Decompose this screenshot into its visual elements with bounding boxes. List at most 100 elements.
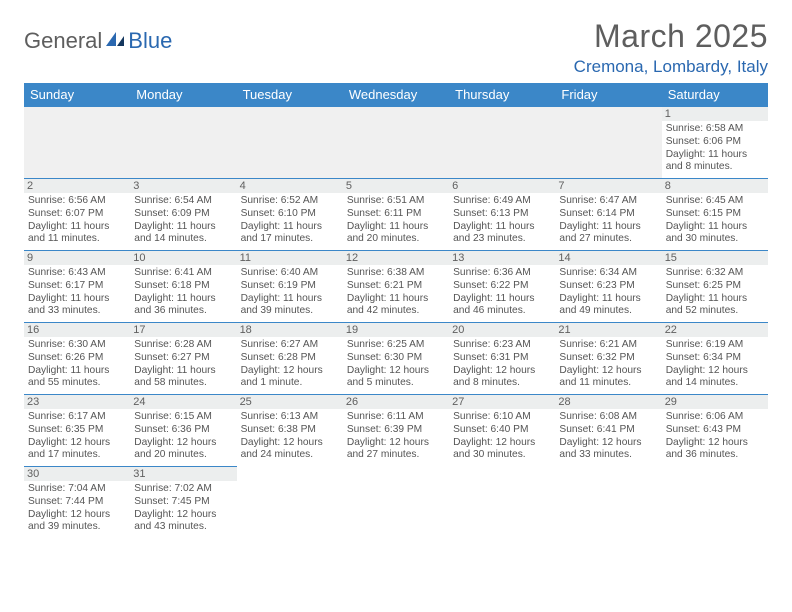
sunrise-text: Sunrise: 6:21 AM — [559, 339, 657, 352]
header: General Blue March 2025 Cremona, Lombard… — [24, 18, 768, 77]
sunset-text: Sunset: 6:19 PM — [241, 280, 339, 293]
calendar-cell: 12Sunrise: 6:38 AMSunset: 6:21 PMDayligh… — [343, 251, 449, 323]
day-info: Sunrise: 6:36 AMSunset: 6:22 PMDaylight:… — [453, 267, 551, 318]
calendar-cell: 10Sunrise: 6:41 AMSunset: 6:18 PMDayligh… — [130, 251, 236, 323]
sunset-text: Sunset: 6:11 PM — [347, 208, 445, 221]
day-number: 22 — [662, 323, 768, 337]
daylight-text: Daylight: 12 hours and 17 minutes. — [28, 437, 126, 463]
sunrise-text: Sunrise: 6:11 AM — [347, 411, 445, 424]
day-info: Sunrise: 6:13 AMSunset: 6:38 PMDaylight:… — [241, 411, 339, 462]
sunset-text: Sunset: 6:34 PM — [666, 352, 764, 365]
sunrise-text: Sunrise: 7:02 AM — [134, 483, 232, 496]
daylight-text: Daylight: 11 hours and 58 minutes. — [134, 365, 232, 391]
day-number: 20 — [449, 323, 555, 337]
daylight-text: Daylight: 11 hours and 8 minutes. — [666, 149, 764, 175]
calendar-cell: 3Sunrise: 6:54 AMSunset: 6:09 PMDaylight… — [130, 179, 236, 251]
calendar-cell: 9 Sunrise: 6:43 AMSunset: 6:17 PMDaylight… — [24, 251, 130, 323]
daylight-text: Daylight: 12 hours and 14 minutes. — [666, 365, 764, 391]
sunrise-text: Sunrise: 6:23 AM — [453, 339, 551, 352]
sunrise-text: Sunrise: 6:15 AM — [134, 411, 232, 424]
calendar-cell: 21Sunrise: 6:21 AMSunset: 6:32 PMDayligh… — [555, 323, 661, 395]
calendar-cell — [24, 107, 130, 179]
calendar-row: 1 Sunrise: 6:58 AMSunset: 6:06 PMDaylight… — [24, 107, 768, 179]
day-info: Sunrise: 6:34 AMSunset: 6:23 PMDaylight:… — [559, 267, 657, 318]
daylight-text: Daylight: 11 hours and 23 minutes. — [453, 221, 551, 247]
day-number: 8 — [662, 179, 768, 193]
sunset-text: Sunset: 6:10 PM — [241, 208, 339, 221]
weekday-header: Saturday — [662, 83, 768, 107]
calendar-cell — [555, 467, 661, 539]
calendar-row: 16Sunrise: 6:30 AMSunset: 6:26 PMDayligh… — [24, 323, 768, 395]
day-number: 27 — [449, 395, 555, 409]
sunset-text: Sunset: 6:27 PM — [134, 352, 232, 365]
calendar-cell — [237, 467, 343, 539]
day-number: 10 — [130, 251, 236, 265]
daylight-text: Daylight: 11 hours and 11 minutes. — [28, 221, 126, 247]
day-number: 5 — [343, 179, 449, 193]
daylight-text: Daylight: 11 hours and 27 minutes. — [559, 221, 657, 247]
daylight-text: Daylight: 12 hours and 39 minutes. — [28, 509, 126, 535]
sunset-text: Sunset: 6:28 PM — [241, 352, 339, 365]
weekday-header: Sunday — [24, 83, 130, 107]
title-block: March 2025 Cremona, Lombardy, Italy — [574, 18, 768, 77]
day-info: Sunrise: 6:11 AMSunset: 6:39 PMDaylight:… — [347, 411, 445, 462]
calendar-cell: 6Sunrise: 6:49 AMSunset: 6:13 PMDaylight… — [449, 179, 555, 251]
calendar-cell: 29Sunrise: 6:06 AMSunset: 6:43 PMDayligh… — [662, 395, 768, 467]
day-info: Sunrise: 6:28 AMSunset: 6:27 PMDaylight:… — [134, 339, 232, 390]
calendar-cell: 15Sunrise: 6:32 AMSunset: 6:25 PMDayligh… — [662, 251, 768, 323]
sunrise-text: Sunrise: 6:41 AM — [134, 267, 232, 280]
sunrise-text: Sunrise: 6:36 AM — [453, 267, 551, 280]
daylight-text: Daylight: 12 hours and 1 minute. — [241, 365, 339, 391]
daylight-text: Daylight: 12 hours and 30 minutes. — [453, 437, 551, 463]
day-info: Sunrise: 6:15 AMSunset: 6:36 PMDaylight:… — [134, 411, 232, 462]
logo: General Blue — [24, 28, 172, 54]
daylight-text: Daylight: 11 hours and 46 minutes. — [453, 293, 551, 319]
day-number: 1 — [662, 107, 768, 121]
calendar-row: 30Sunrise: 7:04 AMSunset: 7:44 PMDayligh… — [24, 467, 768, 539]
month-title: March 2025 — [574, 18, 768, 55]
calendar-cell — [237, 107, 343, 179]
day-info: Sunrise: 6:43 AMSunset: 6:17 PMDaylight:… — [28, 267, 126, 318]
sunset-text: Sunset: 6:25 PM — [666, 280, 764, 293]
day-number: 18 — [237, 323, 343, 337]
day-number: 2 — [24, 179, 130, 193]
calendar-cell: 20Sunrise: 6:23 AMSunset: 6:31 PMDayligh… — [449, 323, 555, 395]
day-number: 17 — [130, 323, 236, 337]
calendar-cell: 27Sunrise: 6:10 AMSunset: 6:40 PMDayligh… — [449, 395, 555, 467]
sunset-text: Sunset: 6:06 PM — [666, 136, 764, 149]
sunrise-text: Sunrise: 6:52 AM — [241, 195, 339, 208]
daylight-text: Daylight: 11 hours and 39 minutes. — [241, 293, 339, 319]
sunset-text: Sunset: 6:43 PM — [666, 424, 764, 437]
day-number: 26 — [343, 395, 449, 409]
daylight-text: Daylight: 12 hours and 8 minutes. — [453, 365, 551, 391]
calendar-cell — [343, 467, 449, 539]
day-number: 24 — [130, 395, 236, 409]
sunset-text: Sunset: 7:44 PM — [28, 496, 126, 509]
day-info: Sunrise: 6:52 AMSunset: 6:10 PMDaylight:… — [241, 195, 339, 246]
calendar-cell: 28Sunrise: 6:08 AMSunset: 6:41 PMDayligh… — [555, 395, 661, 467]
sunset-text: Sunset: 6:13 PM — [453, 208, 551, 221]
weekday-header: Friday — [555, 83, 661, 107]
sunset-text: Sunset: 6:32 PM — [559, 352, 657, 365]
daylight-text: Daylight: 12 hours and 5 minutes. — [347, 365, 445, 391]
calendar-cell: 14Sunrise: 6:34 AMSunset: 6:23 PMDayligh… — [555, 251, 661, 323]
sunrise-text: Sunrise: 6:25 AM — [347, 339, 445, 352]
day-number: 9 — [24, 251, 130, 265]
calendar-cell: 5Sunrise: 6:51 AMSunset: 6:11 PMDaylight… — [343, 179, 449, 251]
daylight-text: Daylight: 12 hours and 24 minutes. — [241, 437, 339, 463]
daylight-text: Daylight: 11 hours and 33 minutes. — [28, 293, 126, 319]
sunrise-text: Sunrise: 7:04 AM — [28, 483, 126, 496]
day-number: 29 — [662, 395, 768, 409]
sunrise-text: Sunrise: 6:34 AM — [559, 267, 657, 280]
day-number: 4 — [237, 179, 343, 193]
sunset-text: Sunset: 6:36 PM — [134, 424, 232, 437]
day-info: Sunrise: 6:49 AMSunset: 6:13 PMDaylight:… — [453, 195, 551, 246]
day-info: Sunrise: 6:54 AMSunset: 6:09 PMDaylight:… — [134, 195, 232, 246]
calendar-cell: 30Sunrise: 7:04 AMSunset: 7:44 PMDayligh… — [24, 467, 130, 539]
sunset-text: Sunset: 6:23 PM — [559, 280, 657, 293]
daylight-text: Daylight: 11 hours and 17 minutes. — [241, 221, 339, 247]
daylight-text: Daylight: 11 hours and 14 minutes. — [134, 221, 232, 247]
calendar-cell: 18Sunrise: 6:27 AMSunset: 6:28 PMDayligh… — [237, 323, 343, 395]
day-info: Sunrise: 6:58 AMSunset: 6:06 PMDaylight:… — [666, 123, 764, 174]
daylight-text: Daylight: 12 hours and 20 minutes. — [134, 437, 232, 463]
